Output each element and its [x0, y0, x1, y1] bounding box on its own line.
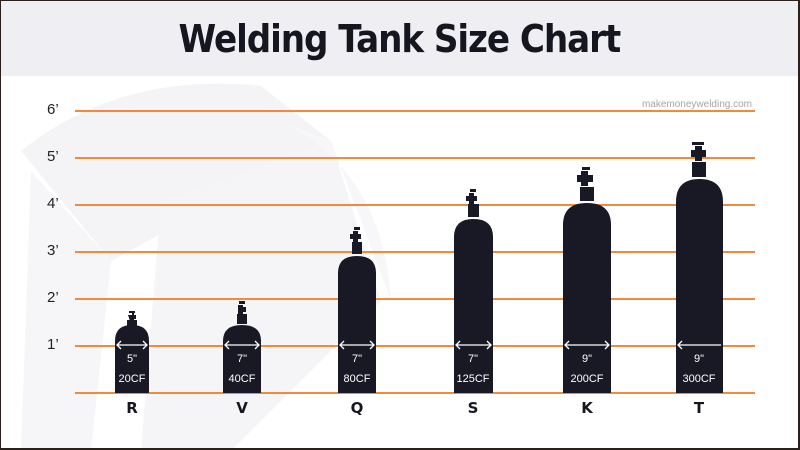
- y-tick-4: 4’: [47, 195, 59, 212]
- gridline-5ft: [75, 157, 755, 159]
- gridline-6ft: [75, 110, 755, 112]
- tank-capacity-q: 80CF: [343, 373, 371, 385]
- tank-icon-v: [223, 301, 261, 393]
- y-tick-2: 2’: [47, 289, 59, 306]
- category-label-t: T: [693, 399, 705, 417]
- gridline-baseline: [75, 392, 755, 394]
- category-label-q: Q: [350, 399, 364, 417]
- y-tick-5: 5’: [47, 148, 59, 165]
- category-label-k: K: [581, 399, 593, 417]
- tank-diameter-k: 9": [581, 353, 593, 365]
- tank-diameter-s: 7": [467, 353, 479, 365]
- category-label-s: S: [467, 399, 479, 417]
- gridline-2ft: [75, 298, 755, 300]
- tank-capacity-k: 200CF: [570, 373, 604, 385]
- tank-capacity-r: 20CF: [118, 373, 146, 385]
- tank-diameter-q: 7": [351, 353, 363, 365]
- gridline-4ft: [75, 204, 755, 206]
- tank-icon-r: [115, 311, 149, 393]
- tank-capacity-s: 125CF: [456, 373, 490, 385]
- tank-capacity-t: 300CF: [682, 373, 716, 385]
- y-tick-1: 1’: [47, 336, 59, 353]
- category-label-r: R: [126, 399, 138, 417]
- tank-capacity-v: 40CF: [228, 373, 256, 385]
- header-bar: Welding Tank Size Chart: [1, 1, 798, 76]
- gridline-1ft: [75, 345, 755, 347]
- tank-diameter-t: 9": [693, 353, 705, 365]
- tank-diameter-v: 7": [236, 353, 248, 365]
- tank-icon-q: [338, 227, 376, 393]
- watermark-text: makemoneywelding.com: [641, 99, 752, 110]
- tank-icon-s: [454, 189, 493, 393]
- page-title: Welding Tank Size Chart: [178, 16, 622, 61]
- gridline-3ft: [75, 251, 755, 253]
- tank-diameter-r: 5": [126, 353, 138, 365]
- y-tick-6: 6’: [47, 101, 59, 118]
- category-label-v: V: [236, 399, 248, 417]
- y-tick-3: 3’: [47, 242, 59, 259]
- tank-icon-t: [676, 142, 723, 393]
